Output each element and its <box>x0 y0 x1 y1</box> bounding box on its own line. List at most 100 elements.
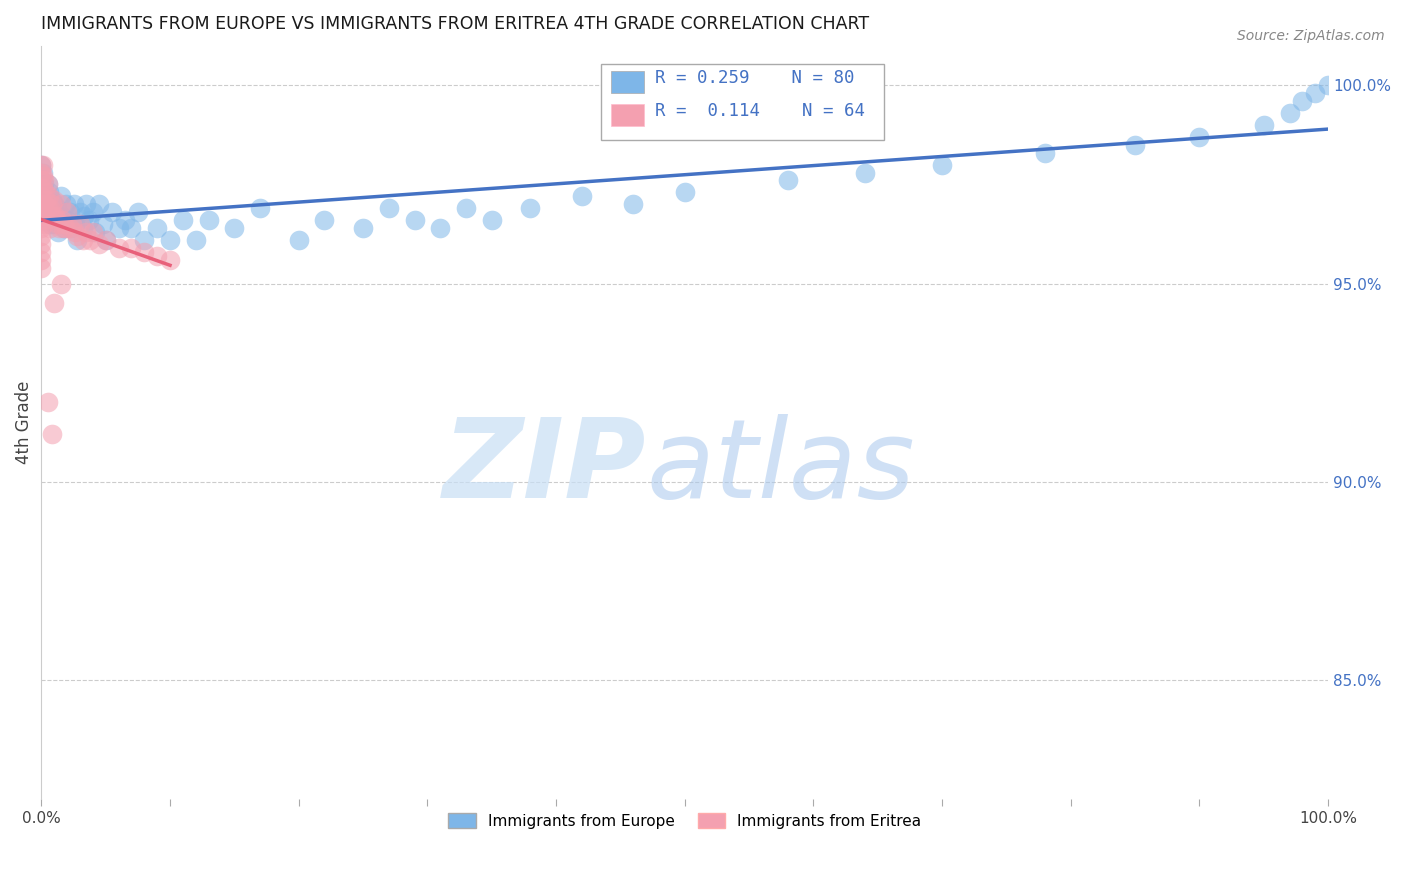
Point <box>72 233 94 247</box>
Point <box>48 221 70 235</box>
Point <box>79 233 101 247</box>
Point <box>69 205 91 219</box>
Point <box>31 197 53 211</box>
Y-axis label: 4th Grade: 4th Grade <box>15 381 32 464</box>
Point <box>571 189 593 203</box>
Point <box>31 158 53 172</box>
Point <box>107 221 129 235</box>
Point <box>44 205 66 219</box>
Point <box>56 213 79 227</box>
Point <box>63 217 86 231</box>
Point <box>75 197 97 211</box>
Bar <box>602 64 884 140</box>
Point <box>46 217 69 231</box>
Point <box>30 158 52 172</box>
Point <box>853 165 876 179</box>
Point <box>41 427 63 442</box>
Point <box>35 194 58 208</box>
Point <box>55 221 77 235</box>
Point <box>184 233 207 247</box>
Point <box>89 236 111 251</box>
Point <box>114 213 136 227</box>
Point <box>44 209 66 223</box>
Point <box>32 173 55 187</box>
Point <box>30 205 52 219</box>
Point <box>37 395 59 409</box>
Point <box>31 169 53 184</box>
Point <box>39 221 62 235</box>
Point <box>34 186 56 200</box>
Point <box>39 201 62 215</box>
Point <box>249 201 271 215</box>
Point <box>38 189 60 203</box>
Point <box>37 201 59 215</box>
Point <box>120 241 142 255</box>
Point <box>39 217 62 231</box>
Point <box>59 221 82 235</box>
Point <box>30 165 52 179</box>
Point <box>107 241 129 255</box>
Point <box>30 189 52 203</box>
Point <box>404 213 426 227</box>
Point <box>60 217 83 231</box>
Point <box>66 233 89 247</box>
Point <box>55 197 77 211</box>
Point <box>776 173 799 187</box>
Point <box>127 205 149 219</box>
Point <box>34 205 56 219</box>
Point <box>197 213 219 227</box>
Point <box>59 221 82 235</box>
Point <box>32 197 55 211</box>
Point <box>30 244 52 259</box>
Point <box>44 296 66 310</box>
Point <box>314 213 336 227</box>
Point <box>32 197 55 211</box>
Point <box>30 221 52 235</box>
Point <box>89 197 111 211</box>
Point <box>1291 94 1313 108</box>
Point <box>30 158 52 172</box>
Point <box>454 201 477 215</box>
Point <box>31 189 53 203</box>
Point <box>621 197 644 211</box>
Point <box>159 252 181 267</box>
Point <box>30 213 52 227</box>
Point <box>52 217 75 231</box>
Point <box>45 201 67 215</box>
Point <box>39 201 62 215</box>
Point <box>32 178 55 192</box>
Point <box>51 209 73 223</box>
Legend: Immigrants from Europe, Immigrants from Eritrea: Immigrants from Europe, Immigrants from … <box>440 805 929 837</box>
Text: R =  0.114    N = 64: R = 0.114 N = 64 <box>655 103 865 120</box>
Point <box>49 189 72 203</box>
Point <box>52 221 75 235</box>
Point <box>82 225 104 239</box>
Text: Source: ZipAtlas.com: Source: ZipAtlas.com <box>1237 29 1385 43</box>
Point <box>134 244 156 259</box>
Point <box>30 260 52 275</box>
Point <box>30 178 52 192</box>
Point <box>224 221 246 235</box>
Point <box>56 205 79 219</box>
Point <box>46 225 69 239</box>
Point <box>49 197 72 211</box>
Point <box>378 201 401 215</box>
Point <box>51 213 73 227</box>
Point <box>287 233 309 247</box>
Point <box>519 201 541 215</box>
Text: R = 0.259    N = 80: R = 0.259 N = 80 <box>655 69 855 87</box>
Point <box>159 233 181 247</box>
Point <box>59 205 82 219</box>
Point <box>429 221 451 235</box>
Text: IMMIGRANTS FROM EUROPE VS IMMIGRANTS FROM ERITREA 4TH GRADE CORRELATION CHART: IMMIGRANTS FROM EUROPE VS IMMIGRANTS FRO… <box>41 15 869 33</box>
Point <box>53 217 76 231</box>
Point <box>37 178 59 192</box>
Point <box>31 205 53 219</box>
Point <box>35 194 58 208</box>
Point <box>146 221 169 235</box>
Point <box>69 217 91 231</box>
Point <box>73 209 96 223</box>
Point <box>41 197 63 211</box>
Point <box>94 233 117 247</box>
Point <box>1123 137 1146 152</box>
